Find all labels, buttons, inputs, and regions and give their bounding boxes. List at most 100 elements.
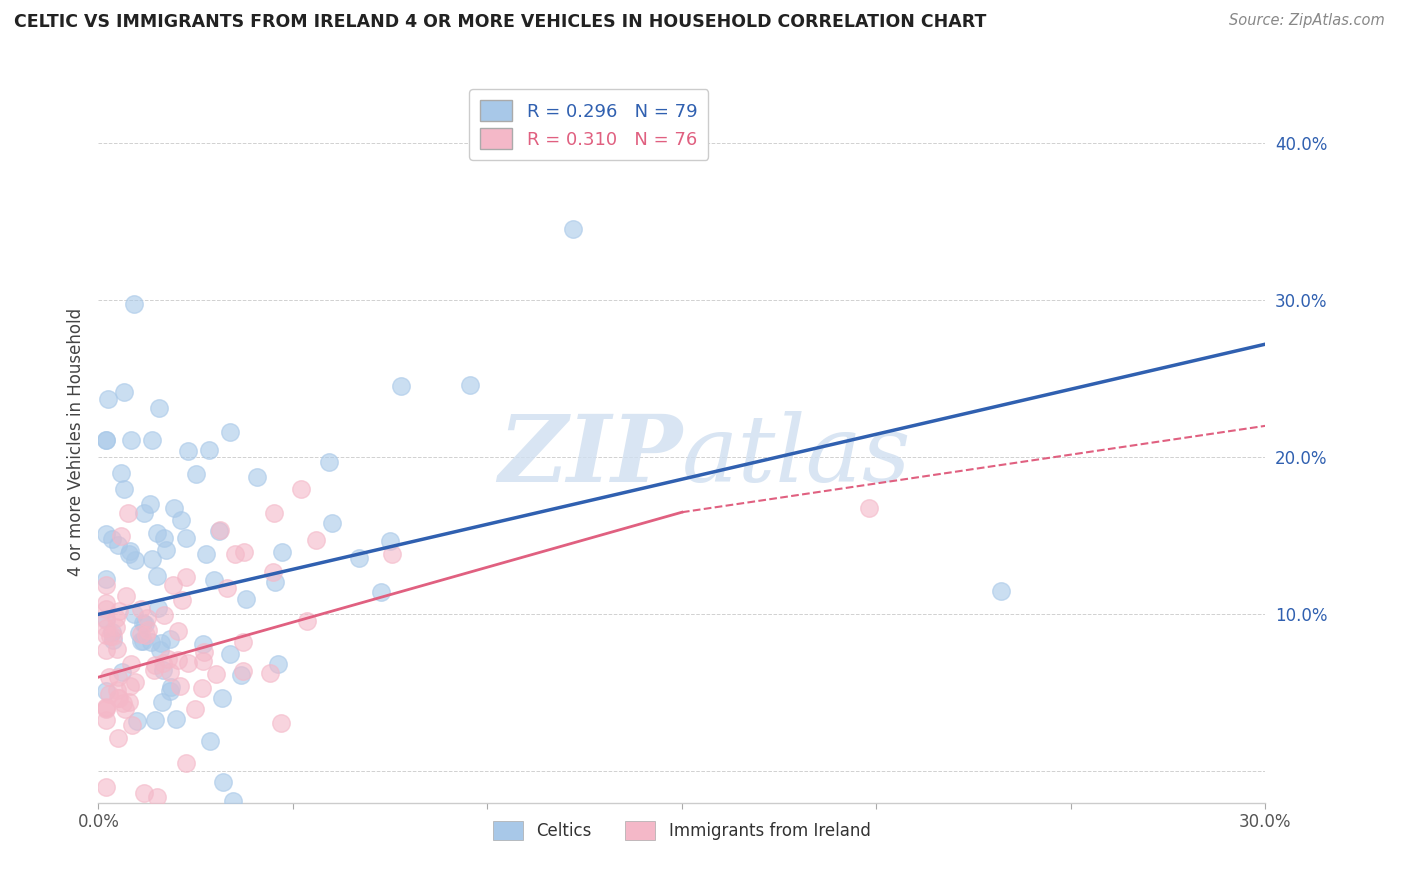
Point: [191, 637, 214, 651]
Point: [152, 656, 174, 670]
Point: [107, 670, 129, 684]
Point: [218, 648, 240, 662]
Point: [215, 581, 238, 595]
Point: [149, 636, 172, 650]
Point: [146, 569, 169, 583]
Point: [105, 620, 128, 634]
Point: [153, 531, 176, 545]
Point: [96, 612, 118, 626]
Point: [135, 628, 157, 642]
Point: [107, 683, 129, 698]
Point: [96, 642, 118, 657]
Point: [232, 634, 254, 648]
Point: [858, 500, 880, 515]
Point: [264, 575, 287, 590]
Point: [198, 733, 221, 747]
Point: [193, 645, 215, 659]
Point: [96, 714, 118, 728]
Point: [370, 585, 392, 599]
Point: [96, 699, 118, 714]
Point: [115, 589, 138, 603]
Point: [96, 702, 118, 716]
Point: [270, 544, 292, 558]
Point: [204, 666, 226, 681]
Point: [121, 718, 143, 732]
Point: [96, 433, 118, 447]
Point: [96, 433, 118, 447]
Point: [118, 548, 141, 562]
Point: [96, 602, 118, 616]
Point: [97, 392, 120, 407]
Point: [139, 497, 162, 511]
Point: [202, 573, 225, 587]
Point: [121, 433, 143, 447]
Point: [148, 401, 170, 416]
Point: [212, 774, 235, 789]
Point: [148, 600, 170, 615]
Point: [145, 657, 167, 672]
Point: [108, 604, 131, 618]
Point: [101, 632, 124, 647]
Point: [96, 613, 118, 627]
Point: [141, 433, 163, 447]
Point: [191, 654, 214, 668]
Point: [155, 853, 177, 867]
Point: [129, 601, 152, 615]
Point: [159, 680, 181, 694]
Point: [219, 425, 242, 440]
Point: [150, 695, 173, 709]
Point: [96, 683, 118, 698]
Point: [177, 657, 200, 671]
Point: [162, 577, 184, 591]
Point: [112, 385, 135, 400]
Point: [295, 615, 318, 629]
Point: [120, 679, 142, 693]
Point: [191, 681, 214, 695]
Point: [458, 378, 481, 392]
Point: [176, 444, 198, 458]
Point: [229, 668, 252, 682]
Point: [132, 506, 155, 520]
Point: [222, 794, 245, 808]
Point: [98, 687, 121, 701]
Point: [211, 691, 233, 706]
Point: [120, 657, 142, 671]
Text: CELTIC VS IMMIGRANTS FROM IRELAND 4 OR MORE VEHICLES IN HOUSEHOLD CORRELATION CH: CELTIC VS IMMIGRANTS FROM IRELAND 4 OR M…: [14, 13, 987, 31]
Point: [209, 523, 232, 537]
Point: [318, 455, 340, 469]
Point: [110, 467, 132, 481]
Point: [118, 544, 141, 558]
Point: [263, 507, 285, 521]
Text: Source: ZipAtlas.com: Source: ZipAtlas.com: [1229, 13, 1385, 29]
Point: [321, 516, 343, 530]
Point: [131, 627, 153, 641]
Point: [108, 690, 131, 705]
Point: [155, 543, 177, 558]
Point: [96, 701, 118, 715]
Point: [232, 545, 254, 559]
Point: [101, 625, 124, 640]
Point: [159, 665, 181, 680]
Point: [114, 702, 136, 716]
Point: [124, 607, 146, 621]
Point: [96, 578, 118, 592]
Point: [112, 697, 135, 711]
Point: [290, 482, 312, 496]
Point: [194, 547, 217, 561]
Point: [136, 624, 159, 638]
Point: [97, 670, 120, 684]
Point: [132, 634, 155, 648]
Point: [124, 553, 146, 567]
Point: [111, 665, 134, 679]
Point: [143, 713, 166, 727]
Point: [107, 691, 129, 706]
Point: [378, 534, 401, 549]
Point: [170, 592, 193, 607]
Point: [143, 663, 166, 677]
Point: [156, 652, 179, 666]
Point: [167, 624, 190, 638]
Point: [110, 528, 132, 542]
Point: [118, 696, 141, 710]
Point: [170, 513, 193, 527]
Point: [134, 617, 156, 632]
